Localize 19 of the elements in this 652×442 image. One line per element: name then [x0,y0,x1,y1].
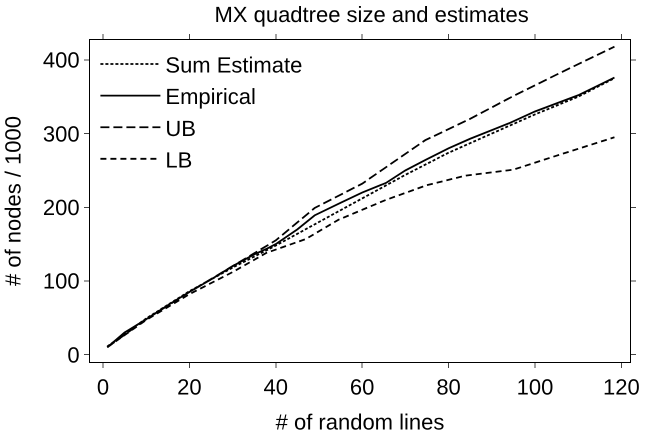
y-tick-label: 100 [42,268,80,294]
legend-label: UB [165,116,196,141]
x-tick-label: 100 [516,374,554,400]
legend-label: LB [165,147,192,172]
y-tick-label: 0 [67,342,80,368]
x-tick-label: 20 [177,374,202,400]
y-tick-label: 400 [42,48,80,73]
x-tick-label: 120 [603,374,640,400]
x-axis-title: # of random lines [276,409,444,434]
y-axis-title: # of nodes / 1000 [0,116,26,286]
y-tick-label: 300 [42,121,80,146]
legend-label: Sum Estimate [165,52,302,78]
chart-title: MX quadtree size and estimates [214,2,529,28]
x-tick-label: 80 [436,374,461,400]
y-tick-label: 200 [42,194,80,220]
x-tick-label: 40 [264,374,288,400]
x-tick-label: 0 [96,374,110,400]
legend-label: Empirical [165,84,256,110]
x-tick-label: 60 [350,374,374,400]
